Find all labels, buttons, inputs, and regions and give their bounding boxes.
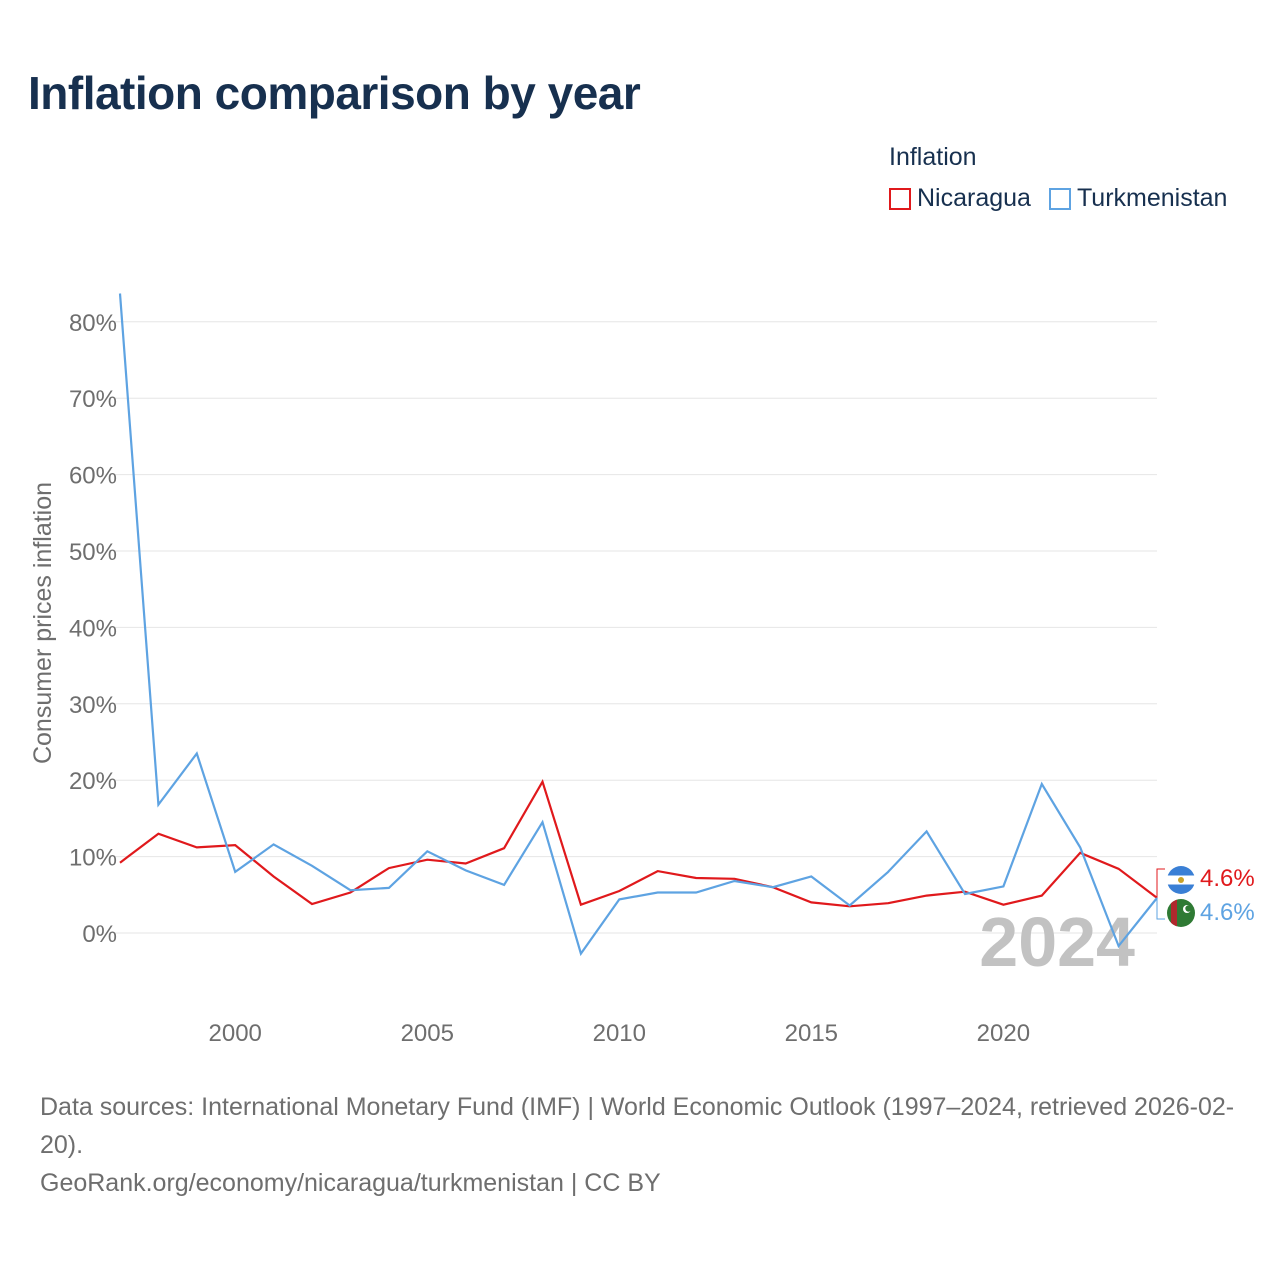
flag-nicaragua-icon: [1167, 866, 1195, 894]
data-sources-note: Data sources: International Monetary Fun…: [40, 1093, 1235, 1159]
x-tick-label: 2000: [209, 1020, 262, 1047]
series-line-turkmenistan: [118, 293, 1158, 957]
y-tick-label: 70%: [69, 386, 117, 413]
y-axis-ticks: 0% 10% 20% 30% 40% 50% 60% 70% 80%: [69, 310, 117, 948]
end-label-nicaragua: 4.6%: [1200, 865, 1255, 892]
credit-link[interactable]: GeoRank.org/economy/nicaragua/turkmenist…: [40, 1169, 661, 1197]
year-watermark: 2024: [979, 903, 1135, 981]
series-line-nicaragua: [119, 778, 1158, 908]
connector-turkmenistan: [1156, 897, 1165, 920]
grid-lines: [114, 321, 1157, 934]
y-axis-label: Consumer prices inflation: [29, 482, 57, 764]
x-tick-label: 2005: [401, 1020, 454, 1047]
y-tick-label: 10%: [69, 845, 117, 872]
y-tick-label: 20%: [69, 768, 117, 795]
series-lines: [118, 293, 1158, 957]
legend-swatch-nicaragua: [889, 187, 911, 210]
chart-title: Inflation comparison by year: [28, 67, 641, 119]
y-tick-label: 40%: [69, 615, 117, 642]
x-tick-label: 2015: [785, 1020, 838, 1047]
legend-item-nicaragua[interactable]: Nicaragua: [889, 184, 1031, 213]
x-axis-ticks: 2000 2005 2010 2015 2020: [209, 1020, 1031, 1047]
line-chart: 0%10%20%30%40%50%60%70%80% 2000 2005 2010 2…: [29, 293, 1255, 1047]
x-tick-label: 2020: [977, 1020, 1030, 1047]
y-tick-label: 60%: [69, 463, 117, 490]
y-tick-label: 30%: [69, 692, 117, 719]
legend: Nicaragua Turkmenistan: [889, 184, 1245, 213]
end-label-turkmenistan: 4.6%: [1200, 899, 1255, 926]
legend-item-turkmenistan[interactable]: Turkmenistan: [1048, 184, 1228, 213]
legend-title: Inflation: [889, 143, 977, 171]
flag-turkmenistan-icon: [1167, 899, 1195, 927]
y-tick-label: 0%: [82, 921, 117, 948]
y-tick-label: 80%: [69, 310, 117, 337]
legend-swatch-turkmenistan: [1048, 187, 1071, 210]
legend-label-nicaragua: Nicaragua: [917, 184, 1031, 212]
x-tick-label: 2010: [593, 1020, 646, 1047]
footer: Data sources: International Monetary Fun…: [40, 1088, 1245, 1202]
end-markers: 4.6% 4.6%: [1156, 865, 1255, 927]
legend-label-turkmenistan: Turkmenistan: [1076, 184, 1228, 212]
connector-nicaragua: [1156, 868, 1165, 898]
y-tick-label: 50%: [69, 539, 117, 566]
